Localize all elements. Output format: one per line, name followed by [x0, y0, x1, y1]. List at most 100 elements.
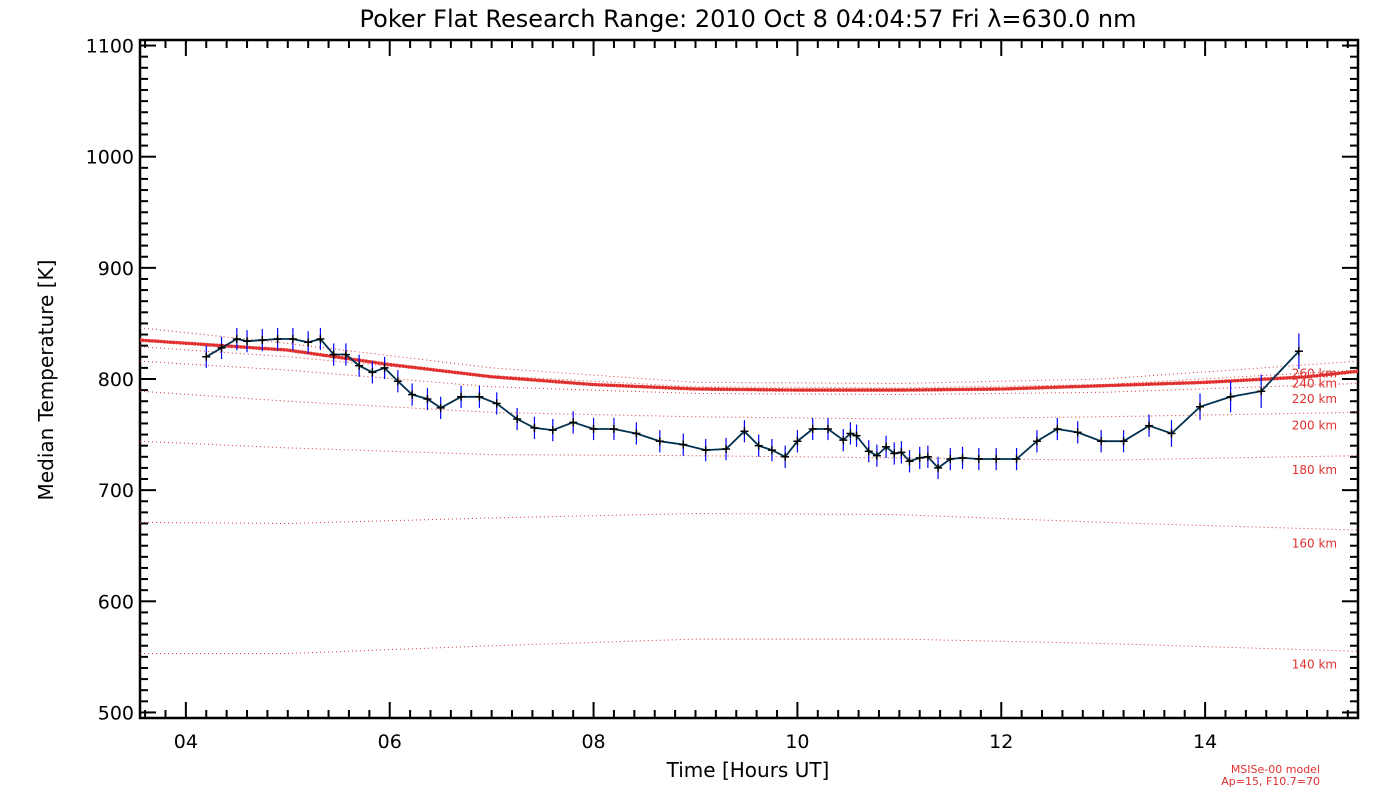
- model-dot: [168, 340, 173, 345]
- model-dot: [902, 388, 907, 392]
- model-dot: [1168, 381, 1173, 386]
- x-tick-label: 12: [989, 731, 1013, 753]
- model-dot: [804, 388, 809, 392]
- model-dot: [682, 386, 687, 391]
- model-dot: [685, 386, 690, 391]
- model-dot: [566, 380, 570, 385]
- model-dot: [535, 378, 540, 383]
- data-point: [923, 452, 932, 461]
- data-point: [243, 337, 252, 346]
- model-dot: [1018, 386, 1023, 391]
- model-dot: [1226, 379, 1231, 383]
- model-dot: [229, 344, 234, 349]
- model-dot: [162, 340, 167, 344]
- model-dot: [1217, 379, 1222, 384]
- model-dot: [954, 387, 959, 392]
- model-dot: [187, 341, 191, 346]
- model-dot: [829, 388, 833, 392]
- model-dot: [862, 388, 867, 392]
- model-dot: [483, 374, 488, 378]
- model-dot: [1208, 380, 1212, 384]
- model-dot: [563, 380, 567, 385]
- model-dot: [1144, 382, 1148, 387]
- model-dot: [1190, 381, 1194, 385]
- model-dot: [859, 388, 864, 392]
- model-dot: [505, 376, 509, 380]
- model-dot: [1318, 373, 1323, 378]
- model-dot: [936, 387, 940, 392]
- model-dot: [789, 388, 794, 392]
- model-dot: [1150, 382, 1154, 386]
- model-dot: [1287, 375, 1292, 380]
- model-dot: [768, 388, 772, 392]
- model-dot: [1254, 377, 1258, 382]
- model-dot: [667, 386, 671, 390]
- model-dot: [621, 384, 625, 388]
- model-dot: [1336, 371, 1341, 376]
- model-dot: [499, 375, 503, 380]
- model-dot: [639, 384, 644, 389]
- model-dot: [807, 388, 812, 392]
- data-point: [457, 392, 466, 401]
- model-dot: [624, 384, 628, 388]
- model-dot: [777, 388, 781, 392]
- data-point: [915, 453, 924, 462]
- model-dot: [569, 381, 573, 385]
- model-dot: [884, 388, 888, 392]
- data-point: [609, 425, 618, 434]
- model-dot: [462, 371, 466, 376]
- y-tick-label: 600: [98, 591, 134, 613]
- model-dot: [272, 347, 277, 352]
- model-dot: [1284, 376, 1289, 380]
- data-point: [232, 334, 241, 343]
- model-dot: [991, 387, 995, 391]
- model-dot: [609, 383, 613, 388]
- model-dot: [694, 387, 699, 391]
- data-point: [329, 350, 338, 359]
- data-point: [897, 448, 906, 457]
- model-dot: [1202, 380, 1206, 385]
- x-tick-label: 08: [581, 731, 605, 753]
- model-dot: [847, 388, 852, 392]
- model-dot: [1242, 378, 1246, 383]
- data-point: [273, 334, 282, 343]
- model-dot: [450, 370, 454, 374]
- model-dot: [1193, 380, 1197, 385]
- model-dot: [1183, 381, 1188, 385]
- model-dot: [731, 387, 735, 392]
- data-point: [655, 437, 664, 446]
- model-dot: [1064, 385, 1069, 389]
- data-point: [569, 418, 578, 427]
- model-dot: [1031, 386, 1035, 390]
- data-point: [1053, 425, 1062, 434]
- y-tick-label: 1000: [86, 147, 134, 169]
- model-dot: [398, 364, 402, 368]
- model-dot: [780, 388, 784, 392]
- data-point: [992, 455, 1001, 464]
- model-dot: [636, 384, 641, 389]
- altitude-model-curve: [140, 440, 1358, 461]
- model-dot: [899, 388, 904, 392]
- data-point: [202, 352, 211, 361]
- model-dot: [1116, 383, 1121, 388]
- model-dot: [1327, 372, 1332, 377]
- model-dot: [1095, 384, 1099, 388]
- model-dot: [285, 348, 289, 352]
- x-tick-label: 06: [378, 731, 402, 753]
- model-dot: [719, 387, 723, 392]
- model-dot: [933, 387, 937, 392]
- model-dot: [1141, 382, 1145, 387]
- model-dot: [486, 374, 491, 379]
- model-dot: [523, 377, 528, 382]
- model-dot: [887, 388, 891, 392]
- data-point: [823, 425, 832, 434]
- model-dot: [465, 372, 470, 376]
- model-dot: [174, 340, 179, 345]
- model-dot: [691, 387, 696, 391]
- model-dot: [1009, 386, 1014, 391]
- model-dot: [1098, 384, 1102, 388]
- model-dot: [1248, 378, 1252, 382]
- model-dot: [710, 387, 714, 392]
- model-dot: [713, 387, 717, 392]
- model-dot: [1187, 381, 1191, 385]
